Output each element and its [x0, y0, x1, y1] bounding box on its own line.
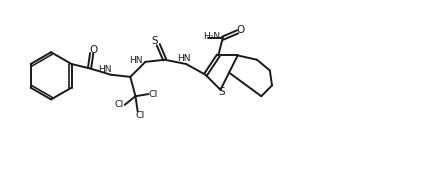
- Text: HN: HN: [129, 56, 142, 65]
- Text: HN: HN: [98, 65, 111, 74]
- Text: Cl: Cl: [115, 100, 124, 109]
- Text: O: O: [90, 45, 98, 55]
- Text: O: O: [236, 25, 244, 35]
- Text: Cl: Cl: [149, 90, 158, 99]
- Text: HN: HN: [177, 54, 191, 63]
- Text: S: S: [152, 36, 158, 46]
- Text: S: S: [218, 87, 225, 97]
- Text: H₂N: H₂N: [203, 32, 220, 41]
- Text: Cl: Cl: [135, 111, 144, 120]
